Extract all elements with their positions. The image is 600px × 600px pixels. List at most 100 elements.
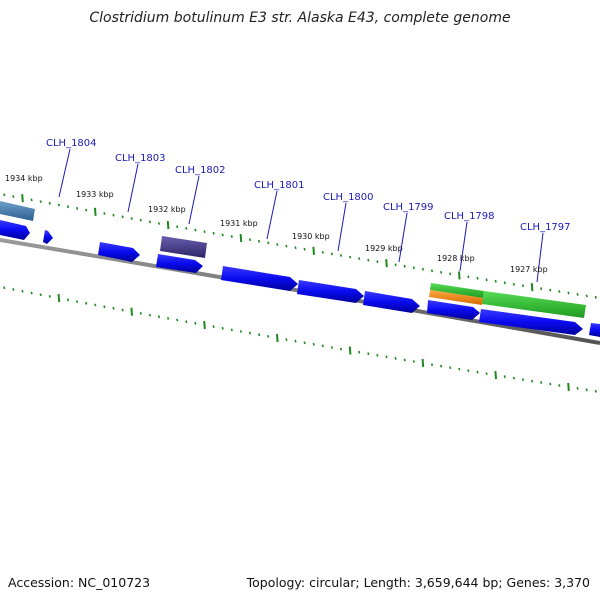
- gene-arrow-4: [297, 280, 364, 303]
- tick-mark: [412, 360, 415, 363]
- tick-mark: [594, 295, 597, 299]
- tick-mark: [485, 278, 488, 282]
- tick-mark: [330, 346, 333, 349]
- tick-mark: [330, 252, 333, 256]
- tick-mark: [567, 382, 570, 391]
- tick-mark: [230, 328, 233, 332]
- kbp-label-1934: 1934 kbp: [5, 174, 43, 183]
- gene-label-clh-1799: CLH_1799: [383, 202, 434, 213]
- tick-mark: [321, 344, 324, 348]
- tick-mark: [176, 225, 179, 229]
- tick-mark: [558, 290, 561, 293]
- tick-mark: [221, 233, 224, 237]
- tick-mark: [403, 264, 406, 268]
- tick-mark: [121, 215, 124, 219]
- tick-mark: [258, 239, 261, 243]
- tick-mark: [303, 341, 306, 345]
- gene-label-clh-1797: CLH_1797: [520, 222, 571, 233]
- gene-arrow-3: [221, 266, 298, 291]
- tick-mark: [430, 269, 434, 273]
- kbp-ticks-outer: [3, 193, 597, 299]
- tick-mark: [467, 369, 470, 372]
- tick-mark: [394, 263, 397, 267]
- tick-mark: [239, 330, 242, 333]
- kbp-ticks-inner: [3, 286, 597, 393]
- tick-mark: [512, 282, 515, 286]
- tick-mark: [458, 367, 461, 371]
- gene-label-clh-1798: CLH_1798: [444, 211, 495, 222]
- tick-mark: [494, 279, 497, 283]
- gene-arrow-right-edge: [589, 323, 600, 337]
- kbp-label-1932: 1932 kbp: [148, 205, 186, 214]
- kbp-label-1929: 1929 kbp: [365, 244, 403, 253]
- gene-leader-1802: [188, 175, 200, 225]
- tick-mark: [239, 234, 243, 243]
- tick-mark: [549, 382, 552, 386]
- gene-label-clh-1803: CLH_1803: [115, 153, 166, 164]
- tick-mark: [12, 195, 15, 198]
- tick-mark: [449, 366, 452, 369]
- tick-mark: [76, 207, 79, 210]
- tick-mark: [203, 230, 206, 233]
- gene-arrow-left-edge: [0, 220, 30, 240]
- tick-mark: [248, 331, 252, 335]
- tick-mark: [585, 388, 588, 392]
- tick-mark: [440, 271, 443, 274]
- tick-mark: [312, 246, 315, 255]
- tick-mark: [558, 384, 561, 387]
- tick-mark: [285, 338, 288, 341]
- tick-mark: [421, 358, 425, 368]
- tick-mark: [358, 350, 361, 354]
- tick-mark: [267, 241, 270, 245]
- gene-label-clh-1800: CLH_1800: [323, 192, 374, 203]
- gene-arrow-6: [427, 300, 480, 320]
- tick-mark: [367, 258, 370, 262]
- tick-mark: [3, 286, 6, 290]
- gene-arrow-5: [363, 291, 420, 313]
- tick-mark: [21, 289, 24, 293]
- accession-text: Accession: NC_010723: [8, 575, 151, 590]
- tick-mark: [485, 372, 488, 375]
- gene-leader-1798: [459, 221, 468, 272]
- tick-mark: [403, 358, 406, 362]
- tick-mark: [212, 325, 215, 328]
- gene-leader-1803: [127, 163, 139, 213]
- tick-mark: [30, 291, 33, 295]
- gene-feature-orange: [429, 290, 483, 305]
- tick-mark: [3, 193, 6, 197]
- gene-feature-green-left: [430, 283, 484, 298]
- tick-mark: [521, 284, 525, 288]
- tick-mark: [112, 306, 115, 310]
- tick-mark: [157, 222, 161, 225]
- tick-mark: [167, 317, 170, 320]
- tick-mark: [185, 227, 188, 230]
- tick-mark: [549, 288, 552, 292]
- tick-mark: [285, 244, 288, 248]
- tick-mark: [530, 283, 534, 292]
- tick-mark: [139, 312, 142, 315]
- tick-mark: [540, 381, 543, 384]
- tick-mark: [148, 313, 151, 317]
- tick-mark: [212, 231, 215, 235]
- gene-label-clh-1801: CLH_1801: [254, 180, 305, 191]
- tick-mark: [276, 333, 279, 343]
- tick-mark: [94, 303, 97, 307]
- tick-mark: [503, 375, 506, 378]
- tick-mark: [194, 321, 197, 325]
- gene-arrow-1: [98, 242, 140, 262]
- tick-mark: [121, 308, 124, 312]
- tick-mark: [385, 259, 388, 268]
- tick-mark: [394, 357, 397, 360]
- tick-mark: [57, 203, 60, 207]
- tick-mark: [476, 370, 479, 374]
- tick-mark: [166, 221, 170, 230]
- tick-mark: [476, 276, 479, 280]
- kbp-label-1928: 1928 kbp: [437, 254, 475, 263]
- tick-mark: [412, 266, 415, 270]
- tick-mark: [48, 201, 51, 205]
- tick-mark: [348, 346, 352, 355]
- tick-mark: [185, 320, 188, 324]
- tick-mark: [221, 326, 224, 330]
- gene-leader-1797: [536, 232, 544, 283]
- tick-mark: [66, 205, 70, 209]
